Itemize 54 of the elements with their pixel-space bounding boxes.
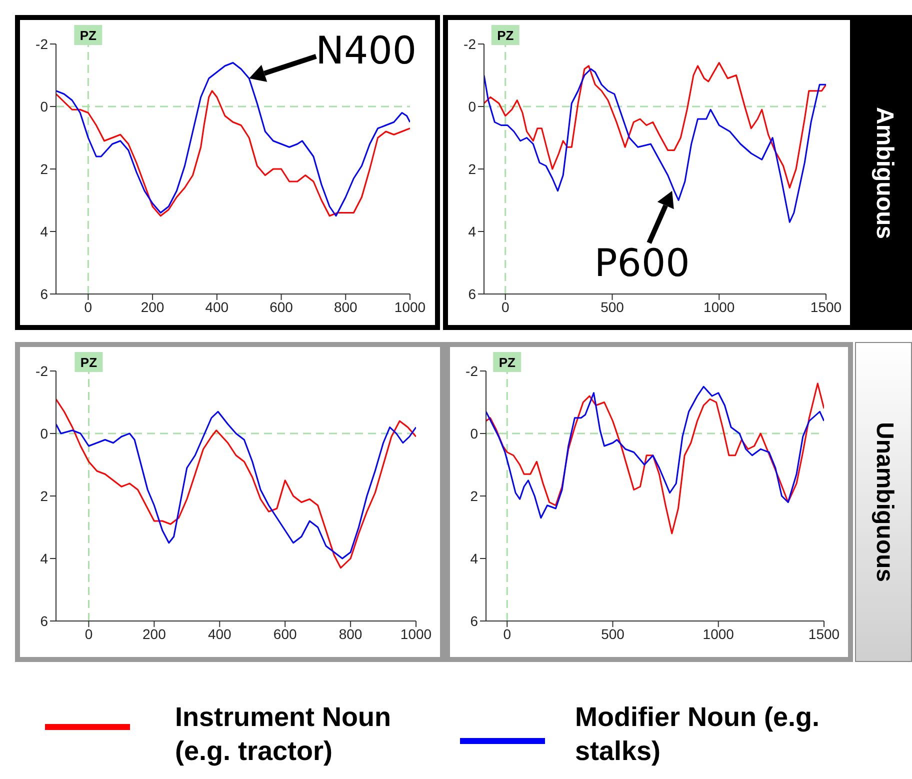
y-tick-label: -2 <box>464 36 476 52</box>
y-tick-label: -2 <box>36 36 48 52</box>
x-tick-label: 500 <box>601 626 625 642</box>
y-tick-label: -2 <box>466 362 478 379</box>
y-tick-label: 0 <box>40 98 48 114</box>
y-tick-label: 0 <box>470 425 478 442</box>
y-tick-label: 6 <box>468 286 476 302</box>
y-tick-label: 2 <box>470 488 478 504</box>
line-series <box>56 90 410 217</box>
legend-label: Modifier Noun (e.g. stalks) <box>575 701 820 768</box>
x-tick-label: 0 <box>501 298 510 315</box>
legend-label: Instrument Noun (e.g. tractor) <box>175 701 392 768</box>
annotation: N400 <box>316 28 417 72</box>
line-series <box>56 62 410 217</box>
x-tick-label: 1000 <box>400 626 432 642</box>
x-tick-label: 200 <box>142 626 166 642</box>
y-tick-label: -2 <box>36 362 48 379</box>
y-tick-label: 4 <box>468 223 476 240</box>
y-tick-label: 0 <box>40 425 48 442</box>
annotation: P600 <box>594 240 690 285</box>
y-tick-label: 4 <box>40 550 48 566</box>
y-tick-label: 6 <box>40 286 48 302</box>
y-tick-label: 6 <box>40 612 48 629</box>
x-tick-label: 1500 <box>808 626 840 642</box>
text: Unambiguous <box>870 422 898 582</box>
y-tick-label: 6 <box>470 612 478 629</box>
x-tick-label: 400 <box>205 298 229 315</box>
line-series <box>484 68 826 223</box>
y-tick-label: 2 <box>468 160 476 177</box>
ref-line-label: PZ <box>80 355 98 370</box>
y-tick-label: 2 <box>40 488 48 504</box>
x-tick-label: 1000 <box>702 626 734 642</box>
x-tick-label: 1500 <box>810 298 842 315</box>
ref-line-label: PZ <box>497 28 514 43</box>
x-tick-label: 400 <box>208 626 232 642</box>
y-tick-label: 2 <box>40 160 48 177</box>
x-tick-label: 600 <box>273 626 297 642</box>
x-tick-label: 500 <box>600 298 624 315</box>
x-tick-label: 800 <box>334 298 358 315</box>
x-tick-label: 0 <box>503 626 512 642</box>
y-tick-label: 0 <box>468 98 476 114</box>
y-tick-label: 4 <box>40 223 48 240</box>
ref-line-label: PZ <box>80 28 97 43</box>
ref-line-label: PZ <box>498 355 516 370</box>
x-tick-label: 1000 <box>704 298 735 315</box>
x-tick-label: 200 <box>140 298 164 315</box>
x-tick-label: 0 <box>84 298 92 315</box>
x-tick-label: 600 <box>270 298 294 315</box>
y-tick-label: 4 <box>470 550 478 566</box>
line-series <box>484 62 826 188</box>
x-tick-label: 1000 <box>394 298 426 315</box>
x-tick-label: 800 <box>338 626 362 642</box>
text: Ambiguous <box>870 106 898 238</box>
x-tick-label: 0 <box>84 626 93 642</box>
